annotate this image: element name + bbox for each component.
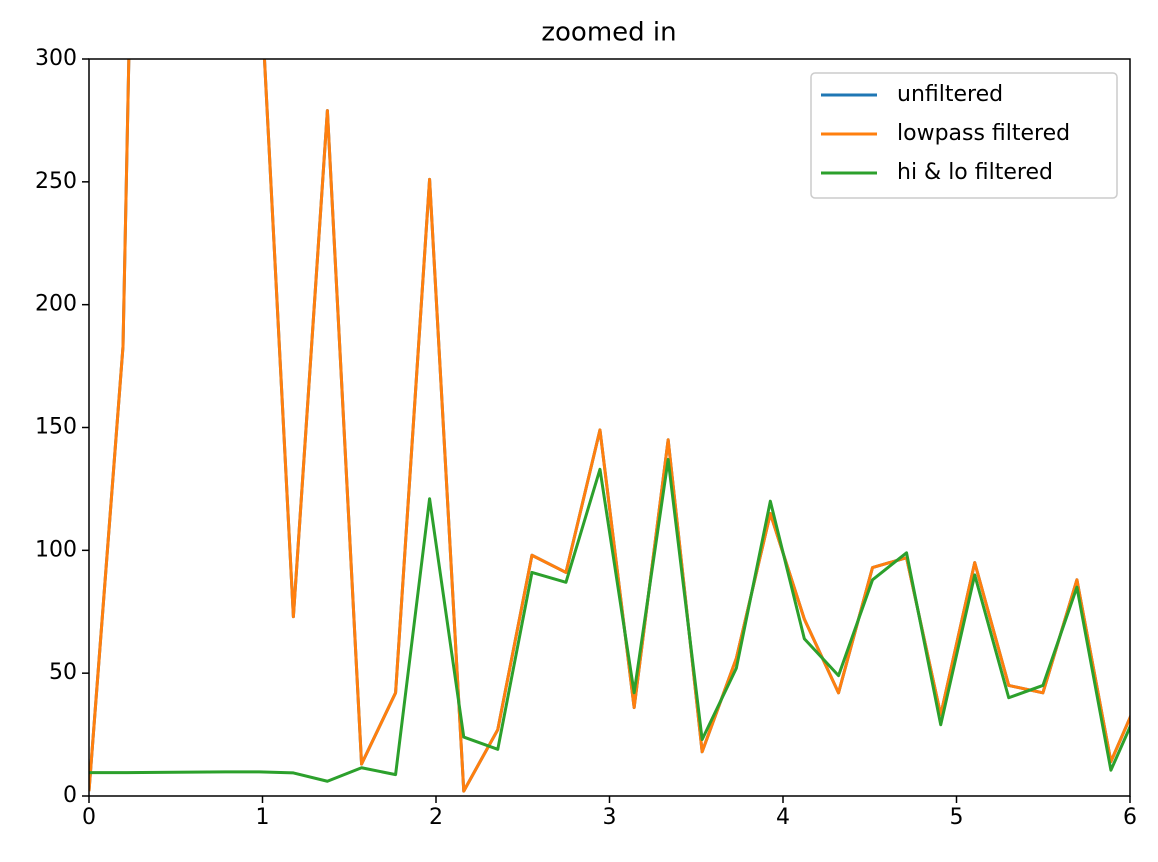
- x-tick-label: 1: [256, 805, 270, 830]
- chart-title: zoomed in: [541, 18, 676, 48]
- y-tick-label: 100: [35, 537, 77, 562]
- y-tick-label: 200: [35, 292, 77, 317]
- series-line: [89, 457, 1130, 783]
- y-tick-label: 0: [63, 783, 77, 808]
- series-line: [89, 59, 1130, 793]
- legend-label: hi & lo filtered: [897, 160, 1053, 185]
- legend-box: [810, 72, 1118, 199]
- x-tick-label: 5: [950, 805, 964, 830]
- x-tick-label: 3: [603, 805, 617, 830]
- legend-label: unfiltered: [897, 82, 1003, 107]
- y-tick-label: 50: [49, 660, 77, 685]
- x-tick-label: 0: [82, 805, 96, 830]
- y-tick-label: 300: [35, 46, 77, 71]
- plot-lines: [89, 59, 1130, 793]
- x-tick-label: 6: [1123, 805, 1137, 830]
- legend-label: lowpass filtered: [897, 121, 1070, 146]
- x-tick-label: 2: [429, 805, 443, 830]
- x-tick-label: 4: [776, 805, 790, 830]
- y-tick-label: 250: [35, 169, 77, 194]
- y-tick-label: 150: [35, 415, 77, 440]
